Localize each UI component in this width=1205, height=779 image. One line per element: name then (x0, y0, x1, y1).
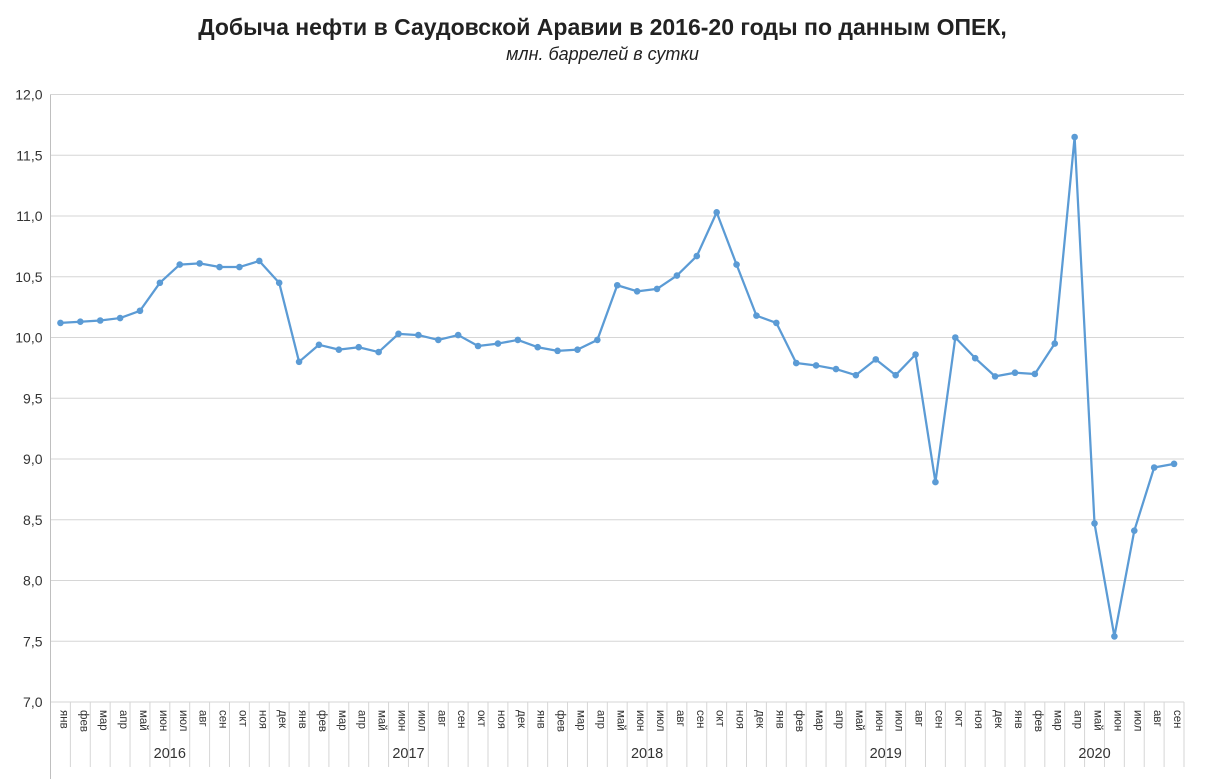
svg-text:янв: янв (773, 710, 785, 729)
svg-text:10,5: 10,5 (15, 269, 42, 285)
svg-text:янв: янв (1012, 710, 1024, 729)
svg-text:дек: дек (753, 710, 765, 729)
svg-text:фев: фев (77, 710, 89, 732)
svg-text:7,0: 7,0 (23, 694, 43, 710)
svg-text:7,5: 7,5 (23, 633, 43, 649)
svg-text:апр: апр (117, 710, 129, 729)
svg-text:июн: июн (157, 710, 169, 731)
svg-text:авг: авг (674, 710, 686, 727)
svg-text:июл: июл (1131, 710, 1143, 732)
svg-text:сен: сен (217, 710, 229, 729)
svg-text:сен: сен (932, 710, 944, 729)
svg-text:май: май (137, 710, 149, 731)
svg-text:авг: авг (913, 710, 925, 727)
svg-text:фев: фев (555, 710, 567, 732)
svg-text:2018: 2018 (631, 746, 663, 762)
svg-text:апр: апр (356, 710, 368, 729)
svg-text:2019: 2019 (870, 746, 902, 762)
svg-text:сен: сен (455, 710, 467, 729)
svg-text:май: май (614, 710, 626, 731)
svg-text:дек: дек (992, 710, 1004, 729)
svg-text:май: май (1092, 710, 1104, 731)
svg-text:11,5: 11,5 (16, 147, 42, 163)
svg-text:12,0: 12,0 (15, 87, 42, 103)
svg-text:июн: июн (1111, 710, 1123, 731)
svg-text:дек: дек (276, 710, 288, 729)
svg-text:мар: мар (97, 710, 109, 731)
svg-text:янв: янв (535, 710, 547, 729)
svg-text:10,0: 10,0 (15, 330, 42, 346)
svg-text:ноя: ноя (972, 710, 984, 729)
svg-text:июл: июл (654, 710, 666, 732)
svg-text:мар: мар (813, 710, 825, 731)
svg-text:2020: 2020 (1078, 746, 1110, 762)
svg-text:авг: авг (197, 710, 209, 727)
svg-text:дек: дек (515, 710, 527, 729)
svg-text:фев: фев (1032, 710, 1044, 732)
svg-text:апр: апр (1072, 710, 1084, 729)
svg-text:окт: окт (714, 710, 726, 728)
svg-text:11,0: 11,0 (16, 208, 42, 224)
svg-text:апр: апр (833, 710, 845, 729)
svg-text:окт: окт (236, 710, 248, 728)
svg-text:9,0: 9,0 (23, 451, 43, 467)
svg-text:ноя: ноя (495, 710, 507, 729)
svg-text:мар: мар (1052, 710, 1064, 731)
svg-text:авг: авг (1151, 710, 1163, 727)
svg-text:июн: июн (873, 710, 885, 731)
svg-text:июн: июн (396, 710, 408, 731)
svg-text:2016: 2016 (154, 746, 186, 762)
svg-text:2017: 2017 (392, 746, 424, 762)
svg-text:май: май (376, 710, 388, 731)
svg-text:июл: июл (893, 710, 905, 732)
svg-text:янв: янв (296, 710, 308, 729)
svg-text:8,5: 8,5 (23, 512, 43, 528)
svg-text:9,5: 9,5 (23, 390, 43, 406)
svg-text:ноя: ноя (256, 710, 268, 729)
svg-text:ноя: ноя (734, 710, 746, 729)
svg-text:сен: сен (694, 710, 706, 729)
svg-text:окт: окт (475, 710, 487, 728)
svg-text:8,0: 8,0 (23, 573, 43, 589)
svg-text:янв: янв (57, 710, 69, 729)
svg-text:июн: июн (634, 710, 646, 731)
svg-text:мар: мар (574, 710, 586, 731)
svg-text:окт: окт (952, 710, 964, 728)
svg-text:авг: авг (435, 710, 447, 727)
svg-text:мар: мар (336, 710, 348, 731)
svg-text:июл: июл (177, 710, 189, 732)
svg-text:июл: июл (415, 710, 427, 732)
svg-text:фев: фев (793, 710, 805, 732)
svg-text:сен: сен (1171, 710, 1183, 729)
svg-text:фев: фев (316, 710, 328, 732)
svg-text:апр: апр (594, 710, 606, 729)
svg-text:май: май (853, 710, 865, 731)
